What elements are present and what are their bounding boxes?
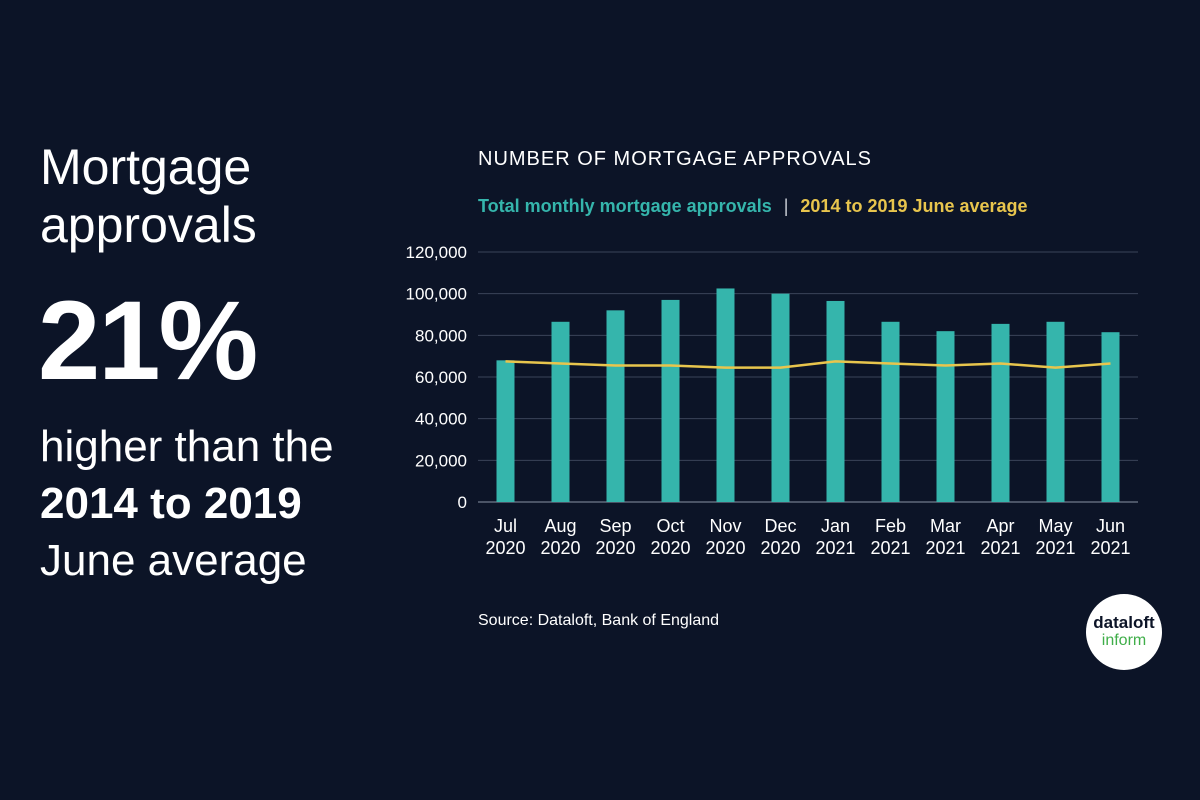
x-tick-label-month: Jul bbox=[494, 516, 517, 536]
x-tick-label-year: 2021 bbox=[925, 538, 965, 558]
headline: Mortgage approvals bbox=[40, 139, 257, 253]
stat-caption-line-1: higher than the bbox=[40, 422, 334, 471]
x-tick-label-month: Dec bbox=[764, 516, 796, 536]
bar bbox=[551, 321, 570, 502]
mortgage-approvals-chart: 0 20,000 40,000 60,000 80,000 100,000 120,000 J… bbox=[406, 243, 1138, 558]
bar bbox=[991, 323, 1010, 502]
stat-caption-line-3: June average bbox=[40, 536, 307, 585]
y-tick-label: 80,000 bbox=[415, 326, 467, 345]
x-tick-label-year: 2020 bbox=[595, 538, 635, 558]
x-tick-label-year: 2021 bbox=[1090, 538, 1130, 558]
bar bbox=[881, 321, 900, 502]
bar bbox=[936, 331, 955, 502]
x-tick-label-year: 2020 bbox=[760, 538, 800, 558]
legend-separator: | bbox=[783, 196, 789, 216]
x-tick-label-year: 2020 bbox=[650, 538, 690, 558]
x-tick-label-year: 2020 bbox=[485, 538, 525, 558]
x-tick-label-year: 2021 bbox=[980, 538, 1020, 558]
x-tick-label-month: Sep bbox=[599, 516, 631, 536]
bar bbox=[496, 360, 515, 502]
legend-bars-label: Total monthly mortgage approvals bbox=[478, 196, 772, 216]
x-tick-label-month: Jan bbox=[821, 516, 850, 536]
x-tick-label-month: May bbox=[1038, 516, 1072, 536]
logo-text-dataloft: dataloft bbox=[1093, 613, 1155, 632]
x-tick-label-month: Mar bbox=[930, 516, 961, 536]
headline-stat: 21% bbox=[38, 278, 258, 403]
bar bbox=[826, 300, 845, 502]
y-tick-label: 0 bbox=[458, 493, 467, 512]
x-tick-label-year: 2021 bbox=[815, 538, 855, 558]
x-tick-label-year: 2020 bbox=[705, 538, 745, 558]
dataloft-logo: dataloft inform bbox=[1086, 594, 1162, 670]
average-line bbox=[505, 360, 1111, 369]
x-tick-label-month: Nov bbox=[709, 516, 741, 536]
source-note: Source: Dataloft, Bank of England bbox=[478, 612, 720, 629]
y-tick-label: 100,000 bbox=[406, 285, 467, 304]
y-tick-label: 40,000 bbox=[415, 410, 467, 429]
bar bbox=[661, 299, 680, 502]
bar bbox=[606, 310, 625, 502]
x-tick-label-year: 2021 bbox=[870, 538, 910, 558]
stat-caption-line-2: 2014 to 2019 bbox=[40, 479, 302, 528]
bar bbox=[1046, 321, 1065, 502]
y-tick-label: 60,000 bbox=[415, 368, 467, 387]
chart-legend: Total monthly mortgage approvals | 2014 to… bbox=[478, 196, 1028, 217]
y-tick-label: 120,000 bbox=[406, 243, 467, 262]
bar bbox=[771, 293, 790, 502]
chart-title: NUMBER OF MORTGAGE APPROVALS bbox=[478, 148, 872, 170]
x-tick-label-year: 2021 bbox=[1035, 538, 1075, 558]
x-tick-label-month: Aug bbox=[544, 516, 576, 536]
x-tick-label-month: Oct bbox=[656, 516, 684, 536]
logo-text-inform: inform bbox=[1101, 632, 1147, 649]
x-tick-label-month: Feb bbox=[875, 516, 906, 536]
legend-line-label: 2014 to 2019 June average bbox=[800, 196, 1028, 216]
bar bbox=[716, 288, 735, 502]
x-tick-label-year: 2020 bbox=[540, 538, 580, 558]
x-tick-label-month: Jun bbox=[1096, 516, 1125, 536]
bar bbox=[1101, 332, 1120, 502]
x-tick-label-month: Apr bbox=[986, 516, 1014, 536]
y-tick-label: 20,000 bbox=[415, 451, 467, 470]
